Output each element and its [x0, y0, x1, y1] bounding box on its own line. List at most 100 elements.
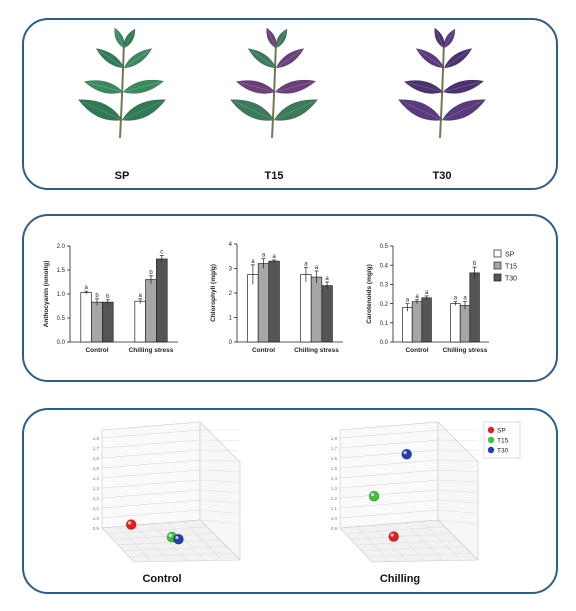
- grid-line-side: [437, 459, 479, 462]
- leaf-1-vein: [121, 101, 162, 121]
- z-tick-label: 1.2: [331, 496, 338, 501]
- significance-letter: a: [406, 298, 410, 304]
- bar-SP-1: [134, 300, 146, 343]
- legend-label-T30: T30: [505, 276, 517, 283]
- leaf-5: [275, 48, 305, 69]
- z-tick-label: 1.1: [331, 506, 338, 511]
- leaf-6-vein: [115, 29, 125, 49]
- grid-line: [101, 439, 201, 449]
- bar-T15-0: [257, 263, 270, 343]
- z-tick-label: 1.7: [93, 446, 100, 451]
- leaf-5-vein: [275, 50, 302, 69]
- floor-grid: [421, 521, 461, 561]
- leaf-3: [274, 79, 317, 94]
- y-tick-label: 0.5: [380, 244, 389, 250]
- significance-letter: a: [463, 296, 467, 302]
- bar-T15-1: [310, 276, 323, 343]
- leaf-0: [77, 99, 123, 121]
- leaf-4: [247, 48, 277, 69]
- plant-t30-image: [397, 27, 487, 139]
- grid-line: [339, 479, 439, 489]
- bar-T15-0: [411, 301, 423, 343]
- leaf-0-vein: [82, 101, 123, 121]
- y-tick-label: 1.0: [57, 292, 66, 298]
- plant-t15-image: [229, 27, 319, 139]
- leaf-6: [434, 27, 445, 49]
- plant-stem: [271, 41, 277, 139]
- grid-line-side: [437, 449, 479, 452]
- grid-line: [339, 489, 439, 499]
- leaf-7-vein: [443, 30, 455, 49]
- z-tick-label: 1.3: [331, 486, 338, 491]
- significance-letter: b: [473, 261, 477, 267]
- y-tick-label: 1.5: [57, 268, 66, 274]
- point-highlight: [168, 533, 172, 538]
- leaf-2-vein: [240, 82, 276, 93]
- z-tick-label: 1.4: [331, 476, 338, 481]
- bar-T15-1: [459, 305, 471, 343]
- leaf-0-vein: [234, 101, 275, 121]
- legend-label-T15: T15: [505, 264, 517, 271]
- scatter-legend-label-T30: T30: [497, 448, 509, 455]
- plant-photos-panel: SP T15 T30: [22, 18, 558, 190]
- plant-stem: [119, 41, 125, 139]
- bar-T30-0: [102, 301, 114, 343]
- significance-letter: c: [160, 250, 163, 256]
- scatter-legend-label-T15: T15: [497, 438, 509, 445]
- significance-letter: a: [415, 294, 419, 300]
- leaf-2: [403, 80, 444, 94]
- y-tick-label: 0.0: [380, 340, 389, 346]
- grid-line-side: [437, 499, 479, 504]
- y-tick-label: 2.0: [57, 244, 66, 250]
- grid-line-side: [437, 519, 479, 525]
- grid-line: [339, 499, 439, 509]
- grid-line-side: [199, 489, 241, 493]
- scatter-legend-dot-T30: [487, 446, 495, 454]
- scatter-legend-dot-SP: [487, 426, 495, 434]
- z-tick-label: 1.5: [93, 466, 100, 471]
- bar-SP-1: [300, 274, 312, 343]
- significance-letter: a: [304, 261, 308, 267]
- leaf-1: [273, 99, 319, 121]
- leaf-1: [441, 99, 487, 121]
- leaf-4: [95, 48, 125, 69]
- bar-T30-1: [321, 285, 333, 343]
- leaf-7: [275, 28, 288, 49]
- scatter3d-panel: 0.9 1.0 1.1 1.2 1.3 1.4 1.5 1.6 1.7 1.8 0.9 1.0 1.1 1…: [22, 408, 558, 594]
- leaf-2: [83, 80, 124, 94]
- point-T30: [173, 533, 184, 545]
- grid-line: [339, 469, 439, 479]
- point-SP: [125, 519, 137, 530]
- plant-photos-svg: [77, 27, 487, 139]
- grid-line-side: [437, 469, 479, 472]
- bar-SP-1: [450, 303, 461, 343]
- y-tick-label: 3: [229, 267, 233, 273]
- leaf-4: [415, 48, 445, 69]
- leaf-6: [266, 27, 277, 49]
- significance-letter: b: [95, 293, 99, 299]
- z-tick-label: 1.5: [331, 466, 338, 471]
- grid-line: [101, 499, 201, 509]
- leaf-2-vein: [408, 82, 444, 93]
- leaf-0: [229, 99, 275, 121]
- leaf-1-vein: [441, 101, 482, 121]
- z-tick-label: 0.9: [93, 526, 100, 531]
- z-tick-label: 1.7: [331, 446, 338, 451]
- grid-line-side: [199, 479, 241, 483]
- grid-line: [101, 429, 201, 439]
- z-tick-label: 1.1: [93, 506, 100, 511]
- scatter3d-3: 0.9 1.0 1.1 1.2 1.3 1.4 1.5 1.6 1.7 1.8: [93, 421, 241, 563]
- grid-line: [101, 509, 201, 519]
- point-highlight: [175, 536, 179, 540]
- category-label: Chilling stress: [294, 347, 339, 354]
- bar-SP-0: [402, 307, 413, 343]
- z-tick-label: 1.0: [331, 516, 338, 521]
- z-tick-label: 1.2: [93, 496, 100, 501]
- leaf-3: [122, 79, 165, 94]
- plant-label-sp: SP: [114, 170, 130, 182]
- grid-line-side: [199, 519, 241, 525]
- leaf-3-vein: [442, 81, 480, 93]
- significance-letter: a: [325, 276, 329, 282]
- grid-line-side: [199, 459, 241, 462]
- y-tick-label: 0: [229, 340, 233, 346]
